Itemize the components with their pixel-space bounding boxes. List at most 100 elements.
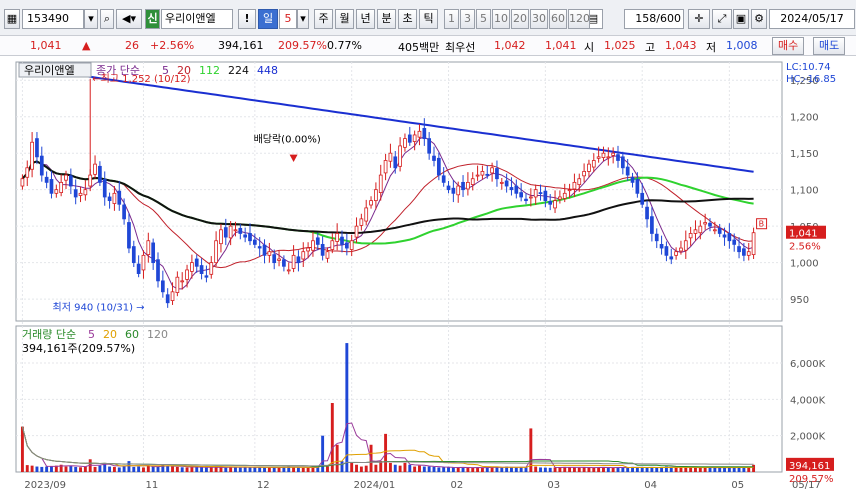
- save-icon[interactable]: ▣: [733, 9, 749, 29]
- b-marker-box: [756, 218, 768, 230]
- period-button-3[interactable]: 분: [377, 9, 396, 29]
- volume-bar: [175, 466, 179, 472]
- candle-body: [422, 127, 427, 140]
- period-button-0[interactable]: 주: [314, 9, 333, 29]
- volume-ma-period-120: 120: [147, 328, 168, 341]
- x-tick-label: 12: [257, 480, 270, 491]
- volume-bar: [694, 467, 697, 472]
- ma-line-448: [22, 66, 754, 173]
- volume-bar: [713, 467, 717, 472]
- minute-button-3[interactable]: 3: [460, 9, 475, 29]
- candle-body: [693, 229, 698, 234]
- candle-body: [528, 196, 533, 199]
- volume-bar: [267, 467, 271, 472]
- stock-label-box: [18, 62, 92, 78]
- volume-bar: [543, 467, 547, 472]
- volume-bar: [185, 467, 189, 472]
- alert-button[interactable]: !: [238, 9, 256, 29]
- volume-bar: [69, 465, 73, 472]
- sell-button[interactable]: 매도: [813, 37, 846, 55]
- period-button-5[interactable]: 틱: [419, 9, 438, 29]
- date-field[interactable]: 2024/05/17: [769, 9, 855, 29]
- volume-tag-text: 394,161: [789, 461, 830, 472]
- volume-bar: [514, 467, 518, 472]
- volume-bar: [747, 467, 751, 472]
- volume-bar: [151, 466, 155, 472]
- period-day-button[interactable]: 일: [258, 9, 278, 29]
- candle-body: [398, 145, 402, 167]
- stock-code-input[interactable]: 153490: [22, 9, 84, 29]
- minute-button-20[interactable]: 20: [511, 9, 529, 29]
- candle-body: [688, 233, 693, 239]
- candle-body: [315, 237, 320, 245]
- volume-tag: [786, 457, 834, 471]
- lc-label: LC:10.74: [786, 62, 831, 73]
- candle-body: [717, 227, 722, 234]
- ma-period-label-5: 5: [162, 64, 169, 77]
- buy-button[interactable]: 매수: [772, 37, 805, 55]
- best-ask-value: 1,042: [494, 39, 526, 52]
- minute-button-1[interactable]: 1: [444, 9, 459, 29]
- price-panel-frame: [15, 61, 783, 322]
- candle-body: [558, 196, 562, 200]
- volume-bar: [461, 467, 465, 472]
- gear-icon[interactable]: ⚙: [751, 9, 767, 29]
- period-button-2[interactable]: 년: [356, 9, 375, 29]
- candle-body: [209, 262, 214, 275]
- candle-body: [214, 240, 218, 264]
- volume-bar: [224, 467, 228, 472]
- price-volume-chart[interactable]: 1,2501,2001,1501,1001,0501,0009506,000K4…: [0, 56, 856, 498]
- low-label: 저: [706, 41, 717, 54]
- current-price-tag: [786, 225, 826, 239]
- candle-body: [742, 248, 746, 256]
- candle-body: [630, 176, 635, 183]
- stock-name: 우리이앤엘: [165, 12, 216, 25]
- speaker-icon[interactable]: ◀▾: [116, 9, 142, 29]
- chart-grid: 1,2501,2001,1501,1001,0501,0009506,000K4…: [0, 56, 856, 498]
- candle-body: [243, 234, 248, 238]
- volume-bar: [582, 467, 586, 472]
- ma-line-5: [22, 136, 754, 290]
- volume-bar: [650, 467, 654, 472]
- volume-bar: [374, 464, 378, 472]
- period-count-field[interactable]: 5: [279, 9, 297, 29]
- data-count-field[interactable]: 158/600: [624, 9, 684, 29]
- candle-body: [151, 242, 156, 264]
- buy-label: 매수: [778, 39, 799, 52]
- chevron-down-icon[interactable]: ▾: [84, 9, 98, 29]
- candle-body: [238, 227, 243, 234]
- grid-icon[interactable]: ▦: [4, 9, 20, 29]
- period-button-1[interactable]: 월: [335, 9, 354, 29]
- search-icon[interactable]: ⌕: [100, 9, 114, 29]
- crosshair-icon[interactable]: ✛: [688, 9, 710, 29]
- candle-body: [703, 222, 708, 225]
- candle-body: [190, 262, 194, 272]
- minute-button-5[interactable]: 5: [476, 9, 491, 29]
- minute-button-10[interactable]: 10: [492, 9, 510, 29]
- x-tick-label: 05: [731, 480, 744, 491]
- volume-pct-label: 209.57%: [789, 474, 834, 485]
- minute-button-120[interactable]: 120: [568, 9, 590, 29]
- candle-body: [746, 251, 751, 256]
- best-bid-value: 1,041: [545, 39, 577, 52]
- volume-bar: [74, 466, 78, 472]
- minute-button-60[interactable]: 60: [549, 9, 567, 29]
- chevron-down-icon[interactable]: ▾: [297, 9, 309, 29]
- minute-button-30[interactable]: 30: [530, 9, 548, 29]
- volume-bar: [282, 466, 286, 472]
- volume-bar: [742, 467, 746, 472]
- period-button-4[interactable]: 초: [398, 9, 417, 29]
- line-tool-icon[interactable]: ⤢: [712, 9, 732, 29]
- volume-bar: [98, 465, 102, 472]
- open-value: 1,025: [604, 39, 636, 52]
- volume-tick-label: 4,000K: [790, 395, 826, 406]
- volume-bar: [655, 467, 659, 472]
- volume-bar: [59, 464, 63, 472]
- volume-bar: [563, 466, 567, 472]
- volume-bar: [437, 467, 441, 472]
- candle-body: [388, 152, 393, 162]
- stock-name-field[interactable]: 우리이앤엘: [161, 9, 233, 29]
- chart-area[interactable]: 1,2501,2001,1501,1001,0501,0009506,000K4…: [0, 56, 856, 498]
- volume-bar: [277, 467, 281, 472]
- candle-body: [257, 246, 262, 249]
